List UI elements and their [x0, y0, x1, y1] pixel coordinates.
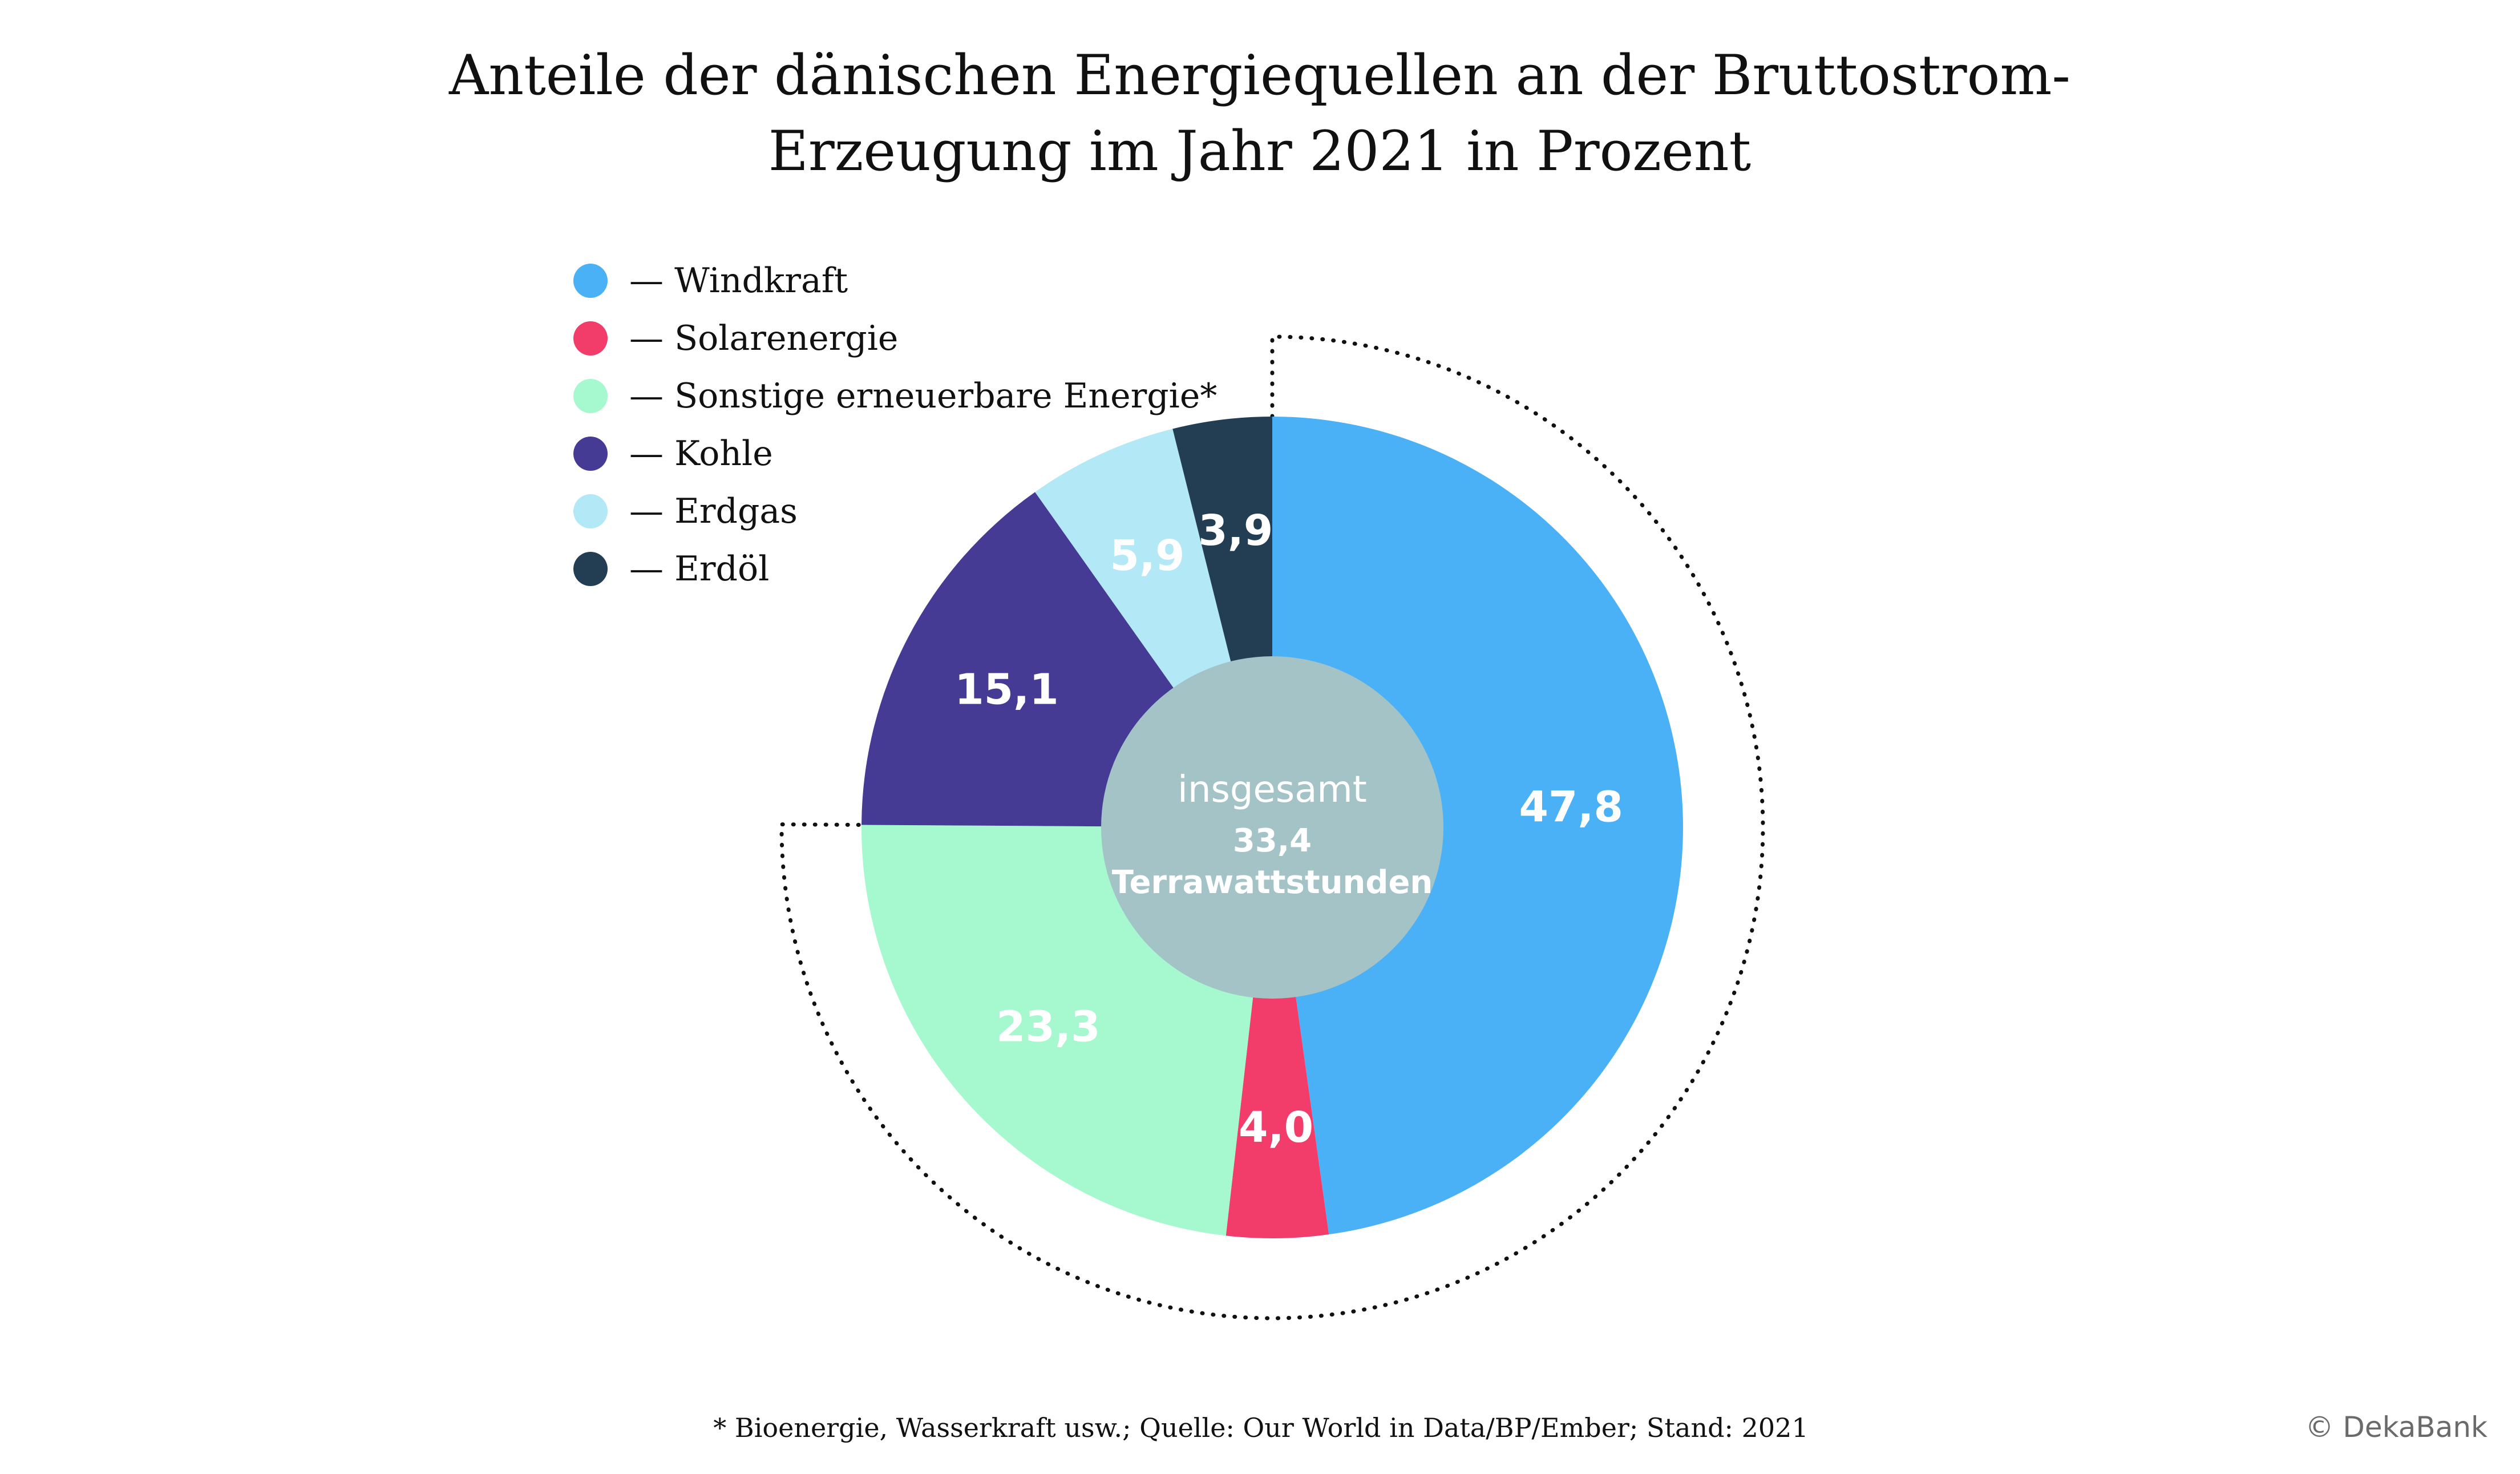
slice-label-windkraft: 47,8 [1519, 783, 1623, 832]
legend-label: — Windkraft [629, 261, 848, 301]
legend-swatch [573, 494, 608, 528]
center-caption: insgesamt [1178, 769, 1367, 811]
slice-label-solarenergie: 4,0 [1239, 1103, 1313, 1152]
legend-item-solarenergie: — Solarenergie [573, 318, 898, 358]
center-disc-group: insgesamt 33,4 Terrawattstunden [1101, 656, 1443, 999]
legend-label: — Erdöl [629, 549, 769, 589]
center-unit: Terrawattstunden [1112, 864, 1433, 901]
legend-swatch [573, 437, 608, 471]
copyright: © DekaBank [2305, 1411, 2488, 1444]
slice-windkraft [1272, 417, 1684, 1235]
slice-label-erdoel: 3,9 [1198, 506, 1273, 555]
renewable-bracket [779, 334, 1765, 1320]
slice-label-kohle: 15,1 [954, 665, 1059, 714]
legend-swatch [573, 321, 608, 356]
slice-solarenergie [1225, 827, 1329, 1238]
slice-label-erdgas: 5,9 [1110, 531, 1184, 580]
center-value: 33,4 [1233, 822, 1312, 859]
renewable-bracket-line [779, 334, 1765, 1320]
slice-labels: 47,8 4,0 23,3 15,1 5,9 3,9 [954, 506, 1623, 1152]
legend: — Windkraft — Solarenergie — Sonstige erne… [573, 261, 1217, 589]
legend-label: — Erdgas [629, 491, 798, 531]
legend-swatch [573, 552, 608, 586]
legend-item-erdgas: — Erdgas [573, 491, 798, 531]
chart-title-line-1: Anteile der dänischen Energiequellen an … [448, 43, 2070, 107]
slice-label-sonstige-erneuerbare-energie: 23,3 [996, 1002, 1101, 1051]
footnote: * Bioenergie, Wasserkraft usw.; Quelle: … [713, 1412, 1808, 1443]
legend-swatch [573, 264, 608, 298]
legend-item-kohle: — Kohle [573, 434, 773, 474]
legend-label: — Sonstige erneuerbare Energie* [629, 376, 1217, 416]
center-disc [1101, 656, 1443, 999]
chart-title-line-2: Erzeugung im Jahr 2021 in Prozent [768, 119, 1751, 183]
legend-label: — Kohle [629, 434, 773, 474]
legend-label: — Solarenergie [629, 318, 898, 358]
chart-title: Anteile der dänischen Energiequellen an … [448, 43, 2070, 183]
legend-swatch [573, 379, 608, 413]
legend-item-windkraft: — Windkraft [573, 261, 848, 301]
legend-item-erdoel: — Erdöl [573, 549, 769, 589]
legend-item-sonstige-erneuerbare-energie: — Sonstige erneuerbare Energie* [573, 376, 1217, 416]
